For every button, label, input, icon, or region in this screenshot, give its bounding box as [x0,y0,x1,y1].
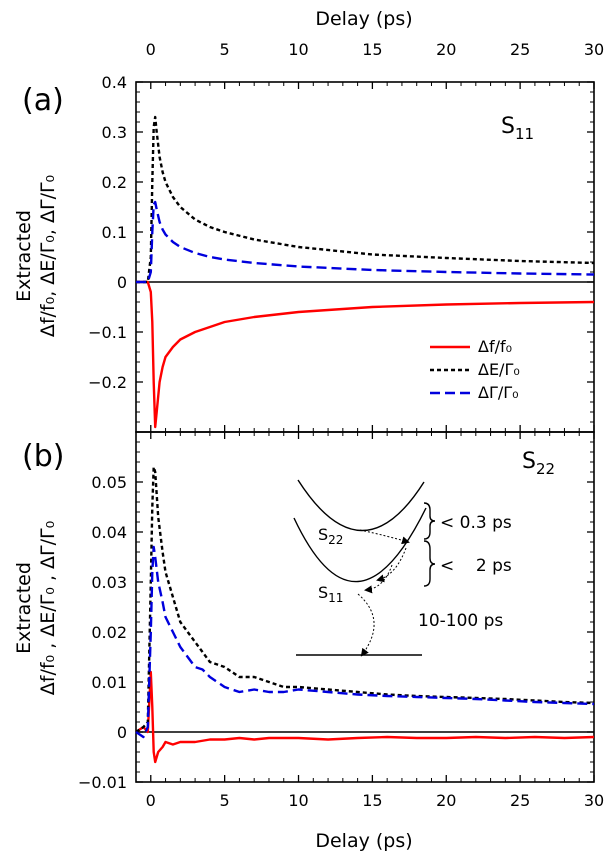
panel-b-ytick-label: 0.03 [91,573,127,592]
relaxation-arrow-1 [376,547,407,583]
panel-a-ylabel-line2: Δf/f₀, ΔE/Γ₀, ΔΓ/Γ₀ [37,175,59,337]
inset-time-2: < 2 ps [440,556,512,576]
top-xtick-label: 15 [362,40,382,59]
series-layer [135,115,595,764]
decay-to-ground-arrow [357,593,375,657]
panel-a-ylabel-line1: Extracted [13,210,35,302]
panel-a-ytick-label: −0.1 [88,323,127,342]
panel-b-ylabel-line2: Δf/f₀ , ΔE/Γ₀ , ΔΓ/Γ₀ [37,521,59,695]
legend-label-dg: ΔΓ/Γ₀ [478,383,519,402]
inset-time-3: 10-100 ps [418,611,503,631]
bottom-xtick-label: 5 [220,791,230,810]
bottom-xtick-label: 15 [362,791,382,810]
panel-a-series-de [136,115,595,284]
panel-b-ytick-label: 0.01 [91,673,127,692]
panel-a-ytick-label: 0.4 [102,73,127,92]
panel-b-ytick-label: 0.05 [91,473,127,492]
panel-b-series-de [135,465,595,733]
bottom-xtick-label: 20 [436,791,456,810]
top-xtick-label: 25 [510,40,530,59]
panel-b-ytick-label: 0 [117,723,127,742]
s22-to-s11-arrow [359,529,410,545]
ticks-layer: 0 5 10 15 20 25 30 −0.2 −0.1 0 0.1 0.2 0.3 0.4 0 5 10 15 2… [78,40,604,810]
bottom-xtick-label: 30 [584,791,604,810]
lower-potential-curve [293,507,427,583]
top-xtick-label: 30 [584,40,604,59]
panel-b-frame [135,431,595,783]
top-xtick-label: 20 [436,40,456,59]
bottom-xtick-label: 10 [288,791,308,810]
inset-s11-label: S11 [318,583,343,605]
panel-a-label: (a) [22,83,64,118]
top-xtick-label: 10 [288,40,308,59]
panel-b-series-df [135,670,595,764]
panel-a-series-df [136,280,595,429]
inset-s22-label: S22 [318,525,343,547]
relaxation-arrow-2 [364,564,393,594]
panel-b-ytick-label: 0.02 [91,623,127,642]
upper-potential-curve [297,479,425,532]
top-xaxis-title: Delay (ps) [315,8,412,30]
panel-b-ytick-label: 0.04 [91,523,127,542]
panel-a-ytick-label: 0.1 [102,223,127,242]
energy-diagram-inset: S22 S11 < 0.3 ps < 2 ps 10-100 ps [293,479,512,657]
top-xtick-label: 5 [220,40,230,59]
panel-a-ytick-label: 0.2 [102,173,127,192]
bottom-xaxis-title: Delay (ps) [315,830,412,852]
panel-a-ytick-label: −0.2 [88,373,127,392]
panel-b-ytick-label: −0.01 [78,773,127,792]
legend: Δf/f₀ ΔE/Γ₀ ΔΓ/Γ₀ [430,337,520,402]
bottom-xtick-label: 25 [510,791,530,810]
inset-time-1: < 0.3 ps [440,513,512,533]
panel-a-s11-annotation: S11 [501,114,534,143]
panel-a-series-dg [136,200,595,284]
legend-label-df: Δf/f₀ [478,337,512,356]
legend-label-de: ΔE/Γ₀ [478,360,520,379]
brace-upper [423,502,436,540]
bottom-xtick-label: 0 [146,791,156,810]
panel-a-ytick-label: 0 [117,273,127,292]
brace-lower [423,540,436,587]
panel-b-label: (b) [22,439,64,474]
panel-b-series-dg [135,545,595,739]
panel-b-s22-annotation: S22 [522,449,555,478]
panel-b-ylabel-line1: Extracted [13,562,35,654]
top-xtick-label: 0 [146,40,156,59]
panel-a-ytick-label: 0.3 [102,123,127,142]
